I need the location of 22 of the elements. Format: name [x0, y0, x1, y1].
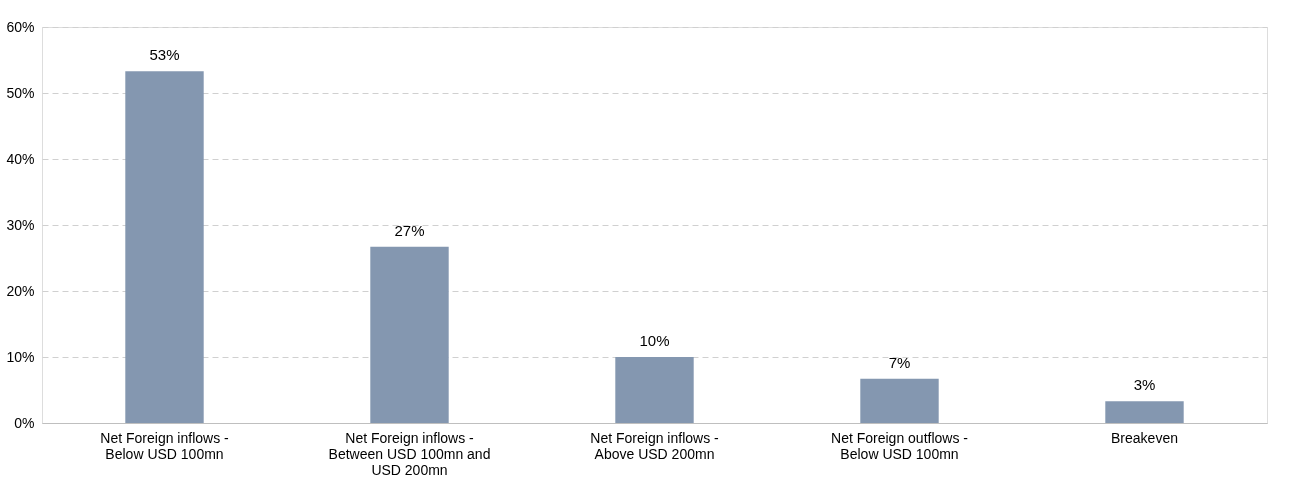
y-tick-label: 30% [6, 216, 35, 233]
bar [1105, 401, 1184, 423]
data-label: 10% [639, 332, 670, 349]
bar [125, 71, 204, 423]
bar [615, 357, 694, 423]
x-tick-label: Net Foreign outflows - Below USD 100mn [831, 429, 969, 462]
bar [370, 246, 449, 423]
x-tick-label: Breakeven [1111, 429, 1178, 446]
data-label: 3% [1133, 376, 1156, 394]
bar [860, 378, 939, 423]
x-tick-label: Net Foreign inflows - Below USD 100mn [100, 429, 230, 462]
y-tick-label: 40% [6, 150, 35, 167]
y-tick-label: 50% [6, 84, 35, 101]
data-label: 7% [888, 353, 911, 371]
data-label: 27% [394, 221, 425, 239]
y-tick-label: 60% [6, 18, 35, 35]
data-label: 53% [149, 46, 180, 64]
x-tick-label: Net Foreign inflows - Between USD 100mn and USD 200mn [328, 429, 491, 478]
y-tick-label: 10% [6, 348, 35, 365]
y-tick-label: 0% [14, 414, 35, 431]
y-tick-label: 20% [6, 282, 35, 299]
x-tick-label: Net Foreign inflows - Above USD 200mn [590, 429, 720, 462]
